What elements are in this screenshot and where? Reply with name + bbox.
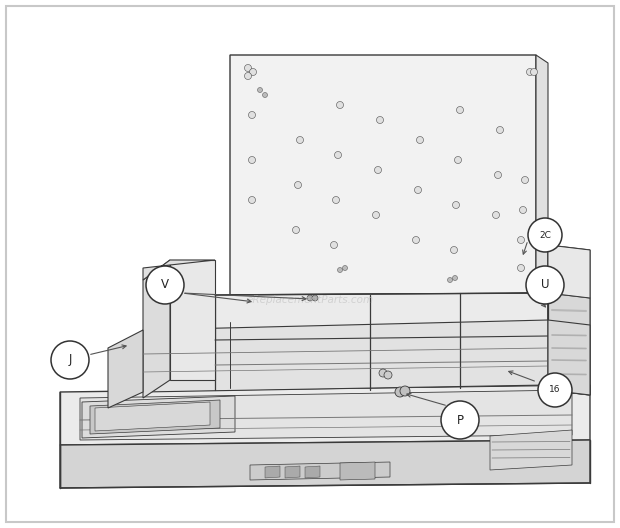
Circle shape	[342, 266, 347, 270]
Polygon shape	[143, 260, 170, 398]
Text: 16: 16	[549, 385, 560, 394]
Polygon shape	[250, 462, 390, 480]
Text: 2C: 2C	[539, 231, 551, 240]
Circle shape	[453, 276, 458, 280]
Polygon shape	[548, 320, 590, 395]
Circle shape	[249, 111, 255, 118]
Polygon shape	[536, 55, 548, 293]
Polygon shape	[285, 466, 300, 478]
Circle shape	[531, 69, 538, 76]
Circle shape	[415, 186, 422, 193]
Circle shape	[395, 387, 405, 397]
Polygon shape	[265, 466, 280, 478]
Circle shape	[400, 386, 410, 396]
Circle shape	[379, 369, 387, 377]
Circle shape	[417, 137, 423, 144]
Circle shape	[249, 69, 257, 76]
Circle shape	[518, 265, 525, 271]
Polygon shape	[108, 330, 143, 408]
Circle shape	[249, 196, 255, 203]
Polygon shape	[548, 245, 590, 395]
Circle shape	[448, 278, 453, 282]
Circle shape	[374, 166, 381, 174]
Circle shape	[492, 212, 500, 219]
Polygon shape	[340, 462, 375, 480]
Circle shape	[146, 266, 184, 304]
Text: P: P	[456, 413, 464, 427]
Circle shape	[456, 107, 464, 114]
Text: U: U	[541, 278, 549, 291]
Circle shape	[520, 206, 526, 213]
Polygon shape	[548, 245, 590, 298]
Circle shape	[528, 218, 562, 252]
Circle shape	[249, 156, 255, 164]
Polygon shape	[80, 390, 572, 440]
Polygon shape	[95, 402, 210, 431]
Circle shape	[244, 64, 252, 71]
Circle shape	[412, 237, 420, 243]
Polygon shape	[230, 293, 536, 308]
Circle shape	[526, 266, 564, 304]
Polygon shape	[170, 260, 215, 380]
Circle shape	[495, 172, 502, 178]
Circle shape	[335, 152, 342, 158]
Circle shape	[518, 237, 525, 243]
Polygon shape	[60, 385, 590, 445]
Circle shape	[293, 227, 299, 233]
Polygon shape	[548, 293, 590, 395]
Circle shape	[307, 295, 313, 301]
Polygon shape	[60, 440, 590, 488]
Circle shape	[384, 371, 392, 379]
Circle shape	[441, 401, 479, 439]
Circle shape	[51, 341, 89, 379]
Text: J: J	[68, 354, 72, 366]
Circle shape	[312, 295, 318, 301]
Polygon shape	[143, 260, 215, 280]
Circle shape	[376, 117, 384, 124]
Circle shape	[453, 202, 459, 209]
Circle shape	[294, 182, 301, 188]
Polygon shape	[143, 320, 548, 392]
Circle shape	[296, 137, 304, 144]
Text: V: V	[161, 278, 169, 291]
Circle shape	[337, 268, 342, 272]
Polygon shape	[90, 400, 220, 434]
Circle shape	[521, 176, 528, 184]
Circle shape	[538, 373, 572, 407]
Circle shape	[526, 69, 533, 76]
Polygon shape	[305, 466, 320, 478]
Circle shape	[451, 247, 458, 253]
Polygon shape	[82, 396, 235, 438]
Text: eReplacementParts.com: eReplacementParts.com	[246, 295, 374, 305]
Polygon shape	[230, 55, 536, 300]
Circle shape	[244, 72, 252, 80]
Circle shape	[257, 88, 262, 92]
Circle shape	[497, 127, 503, 134]
Circle shape	[373, 212, 379, 219]
Circle shape	[454, 156, 461, 164]
Circle shape	[332, 196, 340, 203]
Circle shape	[262, 92, 267, 98]
Polygon shape	[490, 430, 572, 470]
Circle shape	[337, 101, 343, 108]
Polygon shape	[170, 293, 548, 322]
Circle shape	[330, 241, 337, 249]
Polygon shape	[215, 293, 548, 390]
